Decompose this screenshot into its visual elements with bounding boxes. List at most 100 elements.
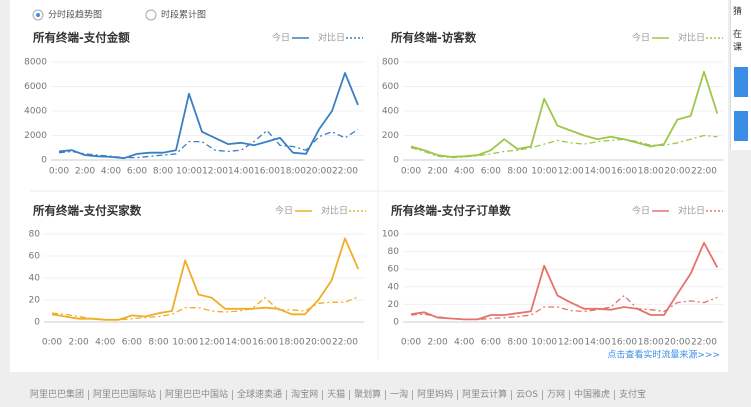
footer-link[interactable]: 淘宝网 bbox=[286, 390, 322, 400]
x-tick-label: 10:00 bbox=[531, 167, 557, 177]
x-tick-label: 0:00 bbox=[401, 167, 421, 177]
legend-label: 对比日 bbox=[321, 205, 348, 217]
x-tick-label: 4:00 bbox=[95, 338, 115, 348]
y-tick-label: 0 bbox=[393, 156, 399, 166]
x-tick-label: 4:00 bbox=[101, 167, 121, 177]
x-tick-label: 2:00 bbox=[428, 167, 448, 177]
series-line bbox=[410, 241, 719, 321]
x-tick-label: 16:00 bbox=[611, 167, 637, 177]
x-tick-label: 16:00 bbox=[611, 338, 637, 348]
y-tick-label: 4000 bbox=[24, 107, 47, 117]
x-tick-label: 18:00 bbox=[279, 338, 305, 348]
footer-link[interactable]: 云OS bbox=[511, 390, 542, 400]
y-tick-label: 600 bbox=[382, 82, 399, 92]
x-tick-label: 22:00 bbox=[691, 338, 717, 348]
x-tick-label: 16:00 bbox=[252, 338, 278, 348]
legend-label: 今日 bbox=[632, 32, 650, 44]
y-tick-label: 0 bbox=[34, 318, 40, 328]
x-tick-label: 16:00 bbox=[254, 167, 280, 177]
series-line bbox=[51, 237, 360, 321]
radio-label[interactable]: 时段累计图 bbox=[161, 9, 206, 21]
traffic-link[interactable]: 点击查看实时流量来源>>> bbox=[607, 349, 720, 361]
series-line bbox=[410, 70, 719, 158]
x-tick-label: 2:00 bbox=[428, 338, 448, 348]
radio[interactable] bbox=[145, 9, 157, 21]
x-tick-label: 8:00 bbox=[148, 338, 168, 348]
chart-title: 所有终端-访客数 bbox=[391, 31, 477, 45]
radio-label[interactable]: 分时段趋势图 bbox=[48, 9, 102, 21]
x-tick-label: 6:00 bbox=[122, 338, 142, 348]
legend-label: 对比日 bbox=[678, 205, 705, 217]
footer-link[interactable]: 支付宝 bbox=[614, 390, 650, 400]
footer-link[interactable]: 阿里云计算 bbox=[457, 390, 511, 400]
x-tick-label: 18:00 bbox=[638, 338, 664, 348]
x-tick-label: 6:00 bbox=[127, 167, 147, 177]
footer: 阿里巴巴集团 阿里巴巴国际站 阿里巴巴中国站 全球速卖通 淘宝网 天猫 聚划算 一淘 阿里妈妈阿… bbox=[30, 390, 650, 400]
sidebar-icon[interactable] bbox=[734, 67, 748, 97]
x-tick-label: 22:00 bbox=[332, 338, 358, 348]
sidebar: 猜 在 课 bbox=[730, 0, 751, 150]
legend-label: 今日 bbox=[275, 205, 293, 217]
footer-link[interactable]: 阿里巴巴中国站 bbox=[160, 390, 232, 400]
x-tick-label: 18:00 bbox=[638, 167, 664, 177]
y-tick-label: 200 bbox=[382, 131, 399, 141]
x-tick-label: 0:00 bbox=[42, 338, 62, 348]
y-tick-label: 0 bbox=[393, 318, 399, 328]
sidebar-text: 在 bbox=[733, 30, 743, 40]
radio-dot bbox=[36, 13, 40, 17]
y-tick-label: 80 bbox=[29, 230, 41, 240]
footer-link[interactable]: 阿里巴巴国际站 bbox=[88, 390, 160, 400]
y-tick-label: 400 bbox=[382, 107, 399, 117]
legend-label: 今日 bbox=[272, 32, 290, 44]
x-tick-label: 14:00 bbox=[225, 338, 251, 348]
x-tick-label: 20:00 bbox=[664, 338, 690, 348]
chart-title: 所有终端-支付金额 bbox=[33, 31, 130, 45]
legend-label: 对比日 bbox=[318, 32, 345, 44]
y-tick-label: 60 bbox=[29, 252, 41, 262]
sidebar-icon[interactable] bbox=[734, 111, 748, 141]
x-tick-label: 12:00 bbox=[199, 338, 225, 348]
y-tick-label: 20 bbox=[29, 296, 41, 306]
footer-link[interactable]: 聚划算 bbox=[349, 390, 385, 400]
y-tick-label: 40 bbox=[29, 274, 41, 284]
sidebar-text: 猜 bbox=[733, 7, 743, 17]
y-tick-label: 6000 bbox=[24, 82, 47, 92]
y-tick-label: 2000 bbox=[24, 131, 47, 141]
x-tick-label: 0:00 bbox=[401, 338, 421, 348]
y-tick-label: 8000 bbox=[24, 58, 47, 68]
series-line bbox=[51, 296, 359, 321]
y-tick-label: 80 bbox=[388, 247, 400, 257]
x-tick-label: 18:00 bbox=[280, 167, 306, 177]
footer-link[interactable]: 全球速卖通 bbox=[232, 390, 286, 400]
x-tick-label: 10:00 bbox=[172, 338, 198, 348]
y-tick-label: 40 bbox=[388, 282, 400, 292]
dashboard: 分时段趋势图 时段累计图 点击查看实时流量来源>>> 所有终端-支付金额0200… bbox=[24, 9, 725, 361]
x-tick-label: 6:00 bbox=[481, 167, 501, 177]
x-tick-label: 20:00 bbox=[305, 338, 331, 348]
y-tick-label: 20 bbox=[388, 300, 400, 310]
x-tick-label: 8:00 bbox=[507, 167, 527, 177]
footer-link[interactable]: 阿里巴巴集团 bbox=[30, 390, 85, 400]
series-line bbox=[58, 128, 359, 159]
footer-link[interactable]: 天猫 bbox=[322, 390, 349, 400]
legend-label: 对比日 bbox=[678, 32, 705, 44]
x-tick-label: 6:00 bbox=[481, 338, 501, 348]
x-tick-label: 8:00 bbox=[507, 338, 527, 348]
series-line bbox=[58, 72, 359, 160]
footer-link[interactable]: 一淘 bbox=[385, 390, 412, 400]
x-tick-label: 12:00 bbox=[558, 338, 584, 348]
footer-link[interactable]: 万网 bbox=[541, 390, 569, 400]
x-tick-label: 14:00 bbox=[228, 167, 254, 177]
x-tick-label: 14:00 bbox=[584, 167, 610, 177]
chart-title: 所有终端-支付买家数 bbox=[33, 204, 142, 218]
x-tick-label: 0:00 bbox=[49, 167, 69, 177]
footer-link[interactable]: 阿里妈妈 bbox=[412, 390, 457, 400]
x-tick-label: 4:00 bbox=[454, 167, 474, 177]
x-tick-label: 12:00 bbox=[558, 167, 584, 177]
series-line bbox=[410, 294, 718, 321]
chart-title: 所有终端-支付子订单数 bbox=[391, 204, 511, 218]
x-tick-label: 2:00 bbox=[69, 338, 89, 348]
x-tick-label: 22:00 bbox=[332, 167, 358, 177]
footer-link[interactable]: 中国雅虎 bbox=[568, 390, 614, 400]
